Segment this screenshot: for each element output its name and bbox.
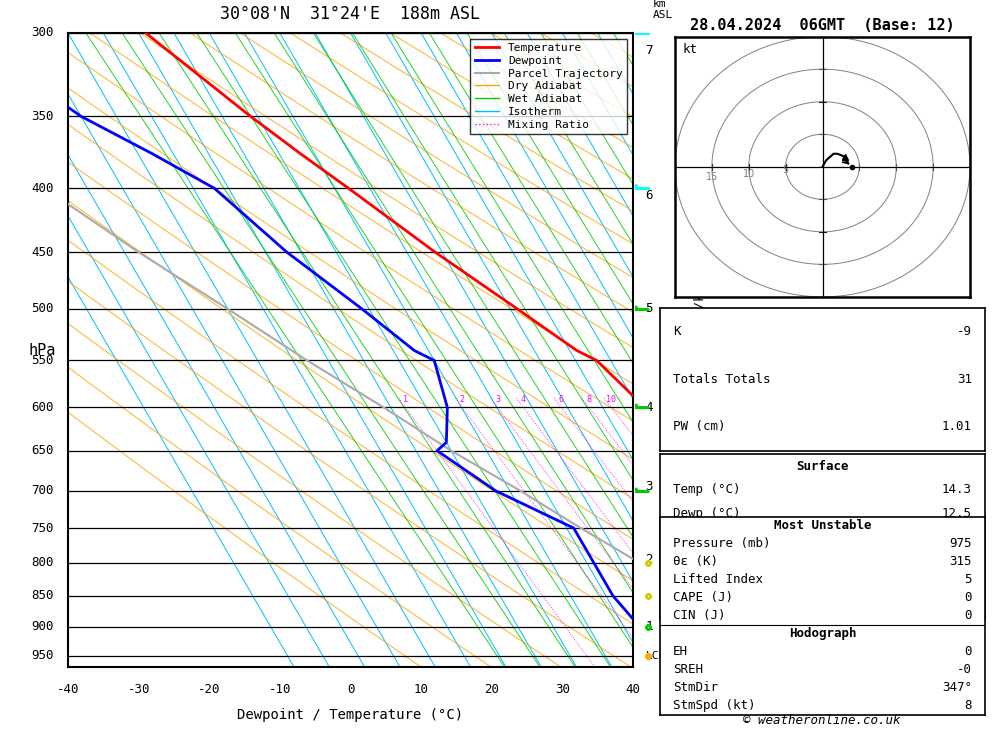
Text: 0: 0	[965, 645, 972, 658]
Text: 0: 0	[965, 592, 972, 604]
Text: -0: -0	[957, 663, 972, 677]
Text: 315: 315	[950, 555, 972, 568]
Text: Lifted Index: Lifted Index	[673, 573, 763, 586]
Text: 350: 350	[31, 110, 54, 122]
Text: hPa: hPa	[29, 342, 56, 358]
Text: 450: 450	[31, 246, 54, 259]
Text: -10: -10	[269, 683, 291, 696]
Text: 10: 10	[606, 394, 616, 404]
Text: 30°08'N  31°24'E  188m ASL: 30°08'N 31°24'E 188m ASL	[220, 5, 480, 23]
Text: Dewp (°C): Dewp (°C)	[673, 507, 740, 520]
Text: 10: 10	[743, 169, 755, 179]
Text: 6: 6	[645, 188, 653, 202]
Text: 2: 2	[645, 553, 653, 566]
Text: 4: 4	[645, 401, 653, 414]
Text: 2: 2	[460, 394, 465, 404]
Text: StmDir: StmDir	[673, 681, 718, 694]
Text: 800: 800	[31, 556, 54, 570]
Text: θε (K): θε (K)	[673, 555, 718, 568]
Text: -30: -30	[127, 683, 150, 696]
Text: 314: 314	[950, 531, 972, 543]
Text: 14.3: 14.3	[942, 483, 972, 496]
Text: 650: 650	[31, 444, 54, 457]
Text: EH: EH	[673, 645, 688, 658]
Text: 5: 5	[782, 165, 789, 175]
Text: 0: 0	[965, 578, 972, 591]
Text: 30: 30	[555, 683, 570, 696]
Text: 6: 6	[559, 394, 564, 404]
Text: 750: 750	[31, 522, 54, 534]
Text: kt: kt	[682, 43, 697, 56]
Text: CAPE (J): CAPE (J)	[673, 592, 733, 604]
Text: 12.5: 12.5	[942, 507, 972, 520]
Text: SREH: SREH	[673, 663, 703, 677]
Text: 3: 3	[645, 480, 653, 493]
Text: Surface: Surface	[796, 460, 849, 473]
Text: 8: 8	[965, 699, 972, 712]
Text: Lifted Index: Lifted Index	[673, 554, 763, 567]
Text: Temp (°C): Temp (°C)	[673, 483, 740, 496]
Text: StmSpd (kt): StmSpd (kt)	[673, 699, 756, 712]
Text: 31: 31	[957, 373, 972, 386]
Text: PW (cm): PW (cm)	[673, 421, 726, 433]
Text: 5: 5	[965, 573, 972, 586]
Text: 5: 5	[645, 303, 653, 315]
Text: 7: 7	[645, 44, 653, 57]
Text: LCL: LCL	[645, 651, 666, 660]
Text: 7: 7	[965, 554, 972, 567]
Text: -9: -9	[957, 325, 972, 338]
Text: 28.04.2024  06GMT  (Base: 12): 28.04.2024 06GMT (Base: 12)	[690, 18, 954, 33]
Text: 550: 550	[31, 354, 54, 367]
Text: 950: 950	[31, 649, 54, 663]
Text: km
ASL: km ASL	[653, 0, 673, 21]
Text: 1: 1	[645, 620, 653, 633]
Text: Mixing Ratio (g/kg): Mixing Ratio (g/kg)	[694, 279, 707, 421]
Text: Totals Totals: Totals Totals	[673, 373, 770, 386]
Text: Dewpoint / Temperature (°C): Dewpoint / Temperature (°C)	[237, 708, 464, 722]
Text: 3: 3	[495, 394, 500, 404]
Text: Hodograph: Hodograph	[789, 627, 856, 640]
Text: 40: 40	[626, 683, 640, 696]
Text: CAPE (J): CAPE (J)	[673, 578, 733, 591]
Text: CIN (J): CIN (J)	[673, 601, 726, 614]
Text: 850: 850	[31, 589, 54, 603]
Text: 4: 4	[521, 394, 526, 404]
Text: 10: 10	[414, 683, 429, 696]
Text: 400: 400	[31, 182, 54, 195]
Text: 975: 975	[950, 537, 972, 550]
Text: 8: 8	[587, 394, 592, 404]
Text: -20: -20	[198, 683, 220, 696]
Text: © weatheronline.co.uk: © weatheronline.co.uk	[743, 714, 901, 727]
Text: 700: 700	[31, 485, 54, 497]
Text: -40: -40	[57, 683, 79, 696]
Text: 20: 20	[484, 683, 499, 696]
Text: Most Unstable: Most Unstable	[774, 519, 871, 532]
Text: 347°: 347°	[942, 681, 972, 694]
Text: 0: 0	[965, 609, 972, 622]
Text: CIN (J): CIN (J)	[673, 609, 726, 622]
Text: 0: 0	[965, 601, 972, 614]
Text: 600: 600	[31, 401, 54, 414]
Text: 500: 500	[31, 303, 54, 315]
Legend: Temperature, Dewpoint, Parcel Trajectory, Dry Adiabat, Wet Adiabat, Isotherm, Mi: Temperature, Dewpoint, Parcel Trajectory…	[470, 39, 627, 134]
Text: K: K	[673, 325, 680, 338]
Text: 1: 1	[403, 394, 408, 404]
Text: θε(K): θε(K)	[673, 531, 710, 543]
Text: Pressure (mb): Pressure (mb)	[673, 537, 770, 550]
Text: 300: 300	[31, 26, 54, 40]
Text: 0: 0	[347, 683, 354, 696]
Text: 1.01: 1.01	[942, 421, 972, 433]
Text: 900: 900	[31, 620, 54, 633]
Text: 15: 15	[706, 172, 718, 182]
